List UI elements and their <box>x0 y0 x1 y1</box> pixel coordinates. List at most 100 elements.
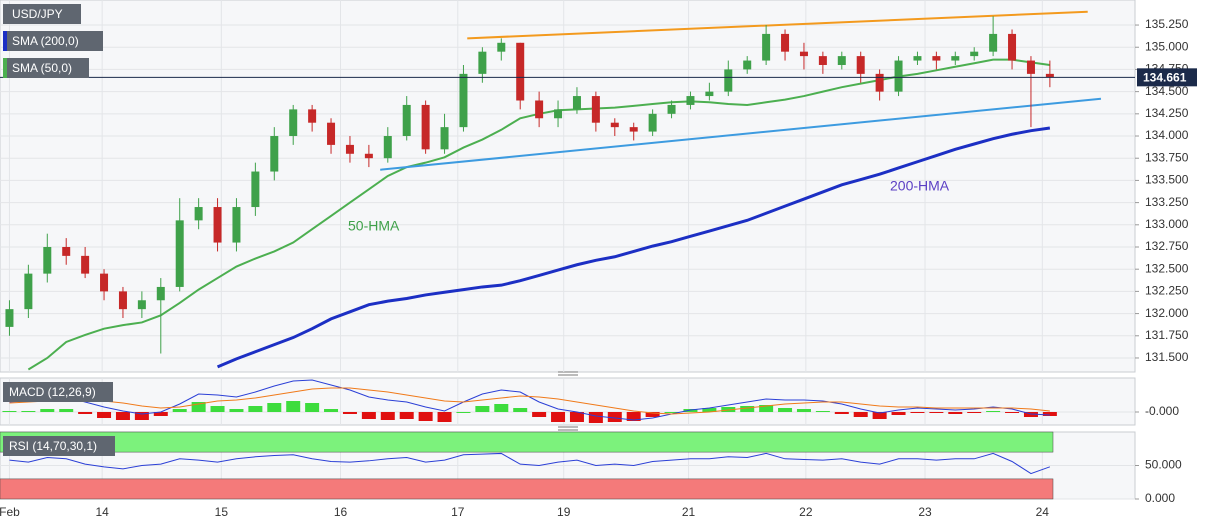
candle-body <box>308 109 317 123</box>
legend-swatch <box>3 58 7 78</box>
x-tick-label: 19 <box>557 505 571 519</box>
histogram-bar <box>740 406 755 412</box>
candle-body <box>497 42 506 52</box>
histogram-bar <box>910 412 925 413</box>
candle-body <box>591 96 600 123</box>
histogram-bar <box>2 411 17 412</box>
candle-body <box>137 300 146 310</box>
y-tick-label: -0.000 <box>1145 404 1179 418</box>
y-tick-label: 133.000 <box>1145 217 1189 231</box>
panel-title: RSI (14,70,30,1) <box>3 436 115 456</box>
candle-body <box>24 273 33 310</box>
histogram-bar <box>872 412 887 419</box>
splitter[interactable] <box>558 426 578 431</box>
histogram-bar <box>815 411 830 412</box>
y-tick-label: 131.500 <box>1145 350 1189 364</box>
candle-body <box>762 33 771 61</box>
histogram-bar <box>342 412 357 414</box>
splitter[interactable] <box>558 371 578 376</box>
price-panel <box>0 0 1136 373</box>
histogram-bar <box>853 412 868 417</box>
candle-body <box>213 207 222 243</box>
x-tick-label: Feb <box>0 505 20 519</box>
candle-body <box>1026 60 1035 74</box>
candle-body <box>554 109 563 119</box>
macd-panel <box>0 377 1136 426</box>
candle-body <box>875 73 884 92</box>
legend-box <box>3 31 103 51</box>
y-tick-label: 0.000 <box>1145 491 1175 505</box>
histogram-bar <box>210 406 225 412</box>
candle-body <box>440 127 449 150</box>
histogram-bar <box>475 406 490 412</box>
candle-body <box>402 104 411 137</box>
histogram-bar <box>588 412 603 423</box>
histogram-bar <box>759 405 774 412</box>
y-tick-label: 133.500 <box>1145 173 1189 187</box>
candle-body <box>724 69 733 92</box>
legend-label: USD/JPY <box>12 7 63 21</box>
legend-box <box>3 436 115 456</box>
y-tick-label: 132.250 <box>1145 284 1189 298</box>
histogram-bar <box>191 402 206 412</box>
trendline <box>380 97 1102 171</box>
x-tick-label: 22 <box>799 505 813 519</box>
x-tick-label: 24 <box>1036 505 1050 519</box>
histogram-bar <box>361 412 376 419</box>
candle-body <box>43 246 52 274</box>
last-price-label: 134.661 <box>1143 71 1187 85</box>
y-tick-label: 133.750 <box>1145 150 1189 164</box>
histogram-bar <box>267 403 282 412</box>
histogram-bar <box>778 408 793 412</box>
candle-body <box>743 60 752 70</box>
y-tick-label: 131.750 <box>1145 328 1189 342</box>
histogram-bar <box>532 412 547 417</box>
legend-box <box>3 58 89 78</box>
histogram-bar <box>248 406 263 412</box>
y-tick-label: 134.250 <box>1145 106 1189 120</box>
candle-body <box>175 220 184 287</box>
candle-body <box>516 42 525 101</box>
candle-body <box>327 122 336 145</box>
legend-label: SMA (200,0) <box>12 34 79 48</box>
candle-body <box>156 286 165 301</box>
candle-body <box>629 127 638 132</box>
macd-line <box>9 387 1050 415</box>
y-tick-label: 133.250 <box>1145 195 1189 209</box>
candle-body <box>951 56 960 61</box>
histogram-bar <box>399 412 414 419</box>
candle-body <box>364 153 373 159</box>
histogram-bar <box>986 411 1001 412</box>
histogram-bar <box>1005 412 1020 413</box>
candle-body <box>894 60 903 92</box>
histogram-bar <box>115 412 130 420</box>
histogram-bar <box>229 409 244 412</box>
candle-body <box>62 246 71 256</box>
candle-body <box>648 113 657 132</box>
candle-body <box>1045 73 1054 78</box>
histogram-bar <box>702 408 717 412</box>
histogram-bar <box>796 409 811 412</box>
histogram-bar <box>172 409 187 412</box>
histogram-bar <box>59 409 74 412</box>
candle-body <box>837 56 846 65</box>
candle-body <box>667 104 676 114</box>
histogram-bar <box>607 412 622 422</box>
candle-body <box>421 104 430 150</box>
histogram-bar <box>40 409 55 412</box>
y-tick-label: 134.500 <box>1145 84 1189 98</box>
candle-body <box>610 122 619 128</box>
candle-body <box>572 96 581 110</box>
candle-body <box>459 73 468 128</box>
histogram-bar <box>437 412 452 422</box>
ma-line <box>216 126 1051 369</box>
band <box>0 478 1054 500</box>
candle-body <box>913 56 922 61</box>
candle-body <box>270 136 279 172</box>
histogram-bar <box>418 412 433 421</box>
legend-entry: SMA (200,0) <box>3 31 103 51</box>
histogram-bar <box>551 412 566 422</box>
legend-entry: SMA (50,0) <box>3 58 89 78</box>
